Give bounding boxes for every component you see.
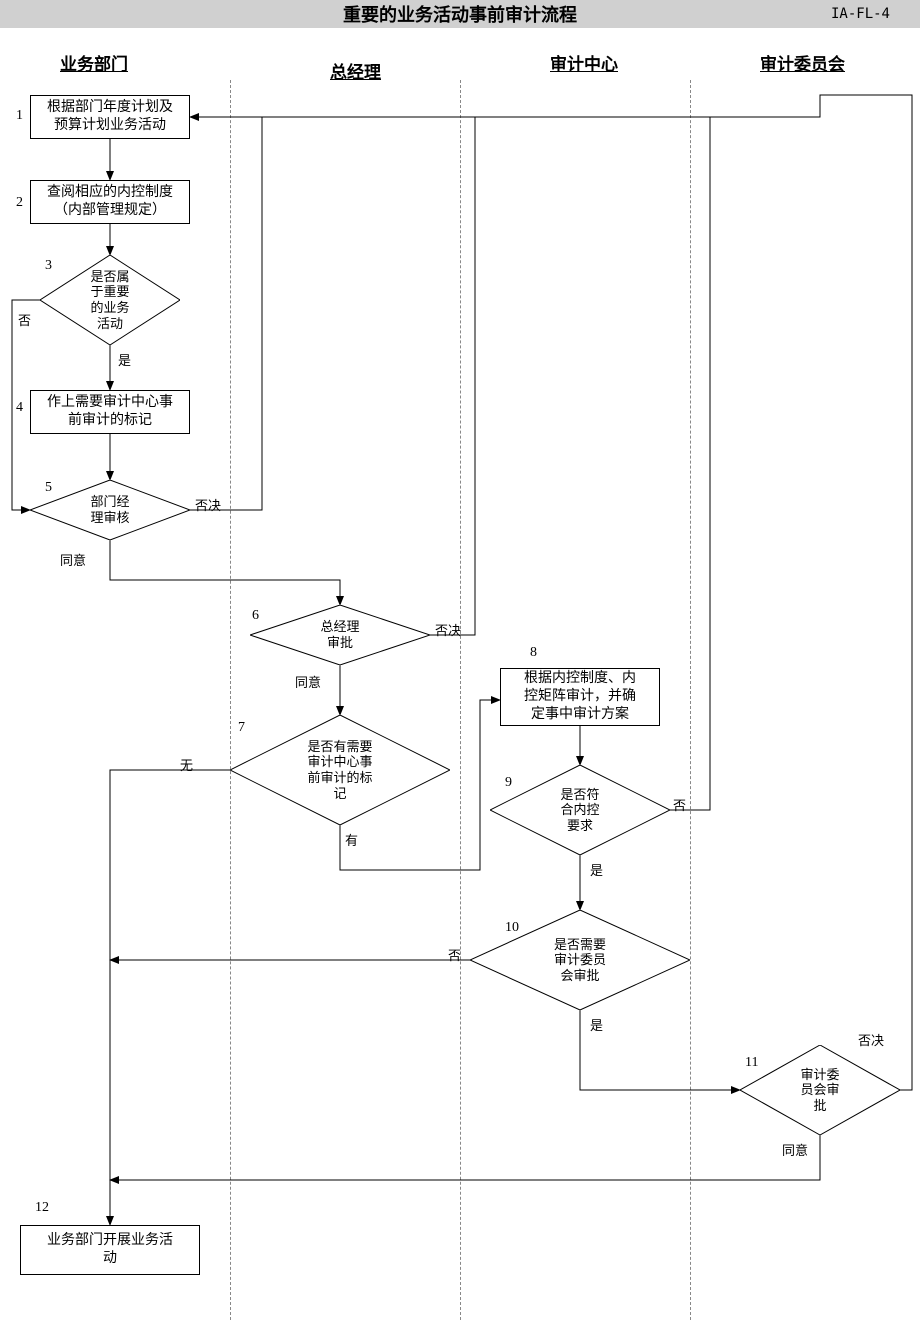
step-num-1: 1 (16, 108, 23, 124)
node-8: 根据内控制度、内控矩阵审计，并确定事中审计方案 (500, 668, 660, 726)
node-9: 是否符合内控要求 (490, 765, 491, 766)
lane-header-business: 业务部门 (60, 50, 128, 75)
lane-header-gm: 总经理 (330, 58, 381, 83)
edge-label-9-yes: 是 (590, 860, 603, 879)
node-2: 查阅相应的内控制度（内部管理规定） (30, 180, 190, 224)
step-num-4: 4 (16, 400, 23, 416)
node-4: 作上需要审计中心事前审计的标记 (30, 390, 190, 434)
edge-label-6-agree: 同意 (295, 672, 321, 691)
lane-divider-1 (230, 80, 231, 1320)
edge-label-10-no: 否 (448, 945, 461, 964)
edge-label-11-agree: 同意 (782, 1140, 808, 1159)
lane-header-audit-committee: 审计委员会 (760, 50, 845, 75)
node-1: 根据部门年度计划及预算计划业务活动 (30, 95, 190, 139)
edge-label-10-yes: 是 (590, 1015, 603, 1034)
node-11: 审计委员会审批 (740, 1045, 741, 1046)
node-12: 业务部门开展业务活动 (20, 1225, 200, 1275)
lane-divider-2 (460, 80, 461, 1320)
node-10: 是否需要审计委员会审批 (470, 910, 471, 911)
edge-label-9-no: 否 (673, 795, 686, 814)
step-num-12: 12 (35, 1200, 49, 1216)
step-num-8: 8 (530, 645, 537, 661)
edge-label-5-reject: 否决 (195, 495, 221, 514)
lane-divider-3 (690, 80, 691, 1320)
edge-label-7-no: 无 (180, 755, 193, 774)
edge-label-3-yes: 是 (118, 350, 131, 369)
edge-label-5-agree: 同意 (60, 550, 86, 569)
node-7: 是否有需要审计中心事前审计的标记 (230, 715, 231, 716)
doc-code: IA-FL-4 (831, 6, 890, 22)
edge-label-7-yes: 有 (345, 830, 358, 849)
title-bar: 重要的业务活动事前审计流程 IA-FL-4 (0, 0, 920, 28)
page-title: 重要的业务活动事前审计流程 (343, 1, 577, 27)
edge-label-11-reject: 否决 (858, 1030, 884, 1049)
node-6: 总经理审批 (250, 605, 251, 606)
node-5: 部门经理审核 (30, 480, 31, 481)
lane-header-audit-center: 审计中心 (550, 50, 618, 75)
edge-label-6-reject: 否决 (435, 620, 461, 639)
node-3: 是否属于重要的业务活动 (40, 255, 41, 256)
step-num-2: 2 (16, 195, 23, 211)
edge-label-3-no: 否 (18, 310, 31, 329)
